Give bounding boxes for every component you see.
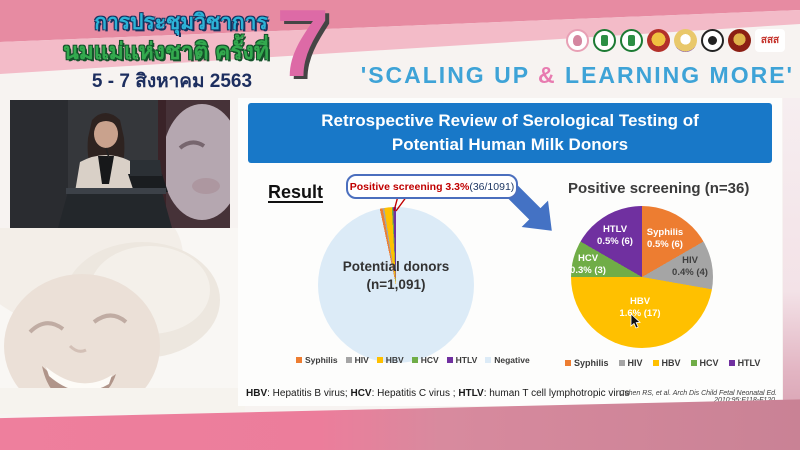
thai-health-promotion-logo: สสส	[755, 29, 785, 52]
slide-title-line2: Potential Human Milk Donors	[391, 135, 629, 154]
slide-title-line1: Retrospective Review of Serological Test…	[321, 111, 699, 131]
positive-screening-pie-title: Positive screening (n=36)	[568, 180, 750, 197]
footnote-abbr-hcv: HCV	[350, 388, 372, 399]
pie-label-hcv: HCV 0.3% (3)	[557, 253, 619, 278]
callout-detail: (36/1091)	[469, 180, 515, 193]
pie-label-hiv: HIV 0.4% (4)	[659, 255, 721, 280]
conference-dates: 5 - 7 สิงหาคม 2563	[91, 71, 253, 92]
legend-item: HTLV	[728, 358, 761, 368]
footnote-def-hcv: : Hepatitis C virus ;	[371, 388, 459, 399]
legend-swatch-hiv	[345, 357, 352, 363]
legend-swatch-hiv	[618, 360, 625, 366]
legend-positive-screening: Syphilis HIV HBV HCV HTLV	[565, 358, 760, 368]
sponsor-logo-row: สสส	[566, 29, 785, 52]
conference-title-line1: การประชุมวิชาการ	[94, 11, 268, 34]
legend-item: HTLV	[446, 355, 478, 365]
legend-swatch-negative	[485, 357, 492, 363]
legend-swatch-htlv	[446, 357, 453, 363]
footnote-abbr-hbv: HBV	[246, 388, 268, 399]
legend-swatch-syphilis	[565, 360, 571, 366]
result-heading: Result	[268, 182, 324, 202]
red-crest-emblem-icon	[728, 29, 751, 52]
pie-label-hiv-name: HIV	[682, 255, 698, 266]
legend-item: HIV	[618, 358, 643, 368]
legend-label-syphilis: Syphilis	[574, 358, 609, 368]
legend-swatch-hcv	[411, 357, 418, 363]
legend-swatch-syphilis	[296, 357, 302, 363]
legend-item: HBV	[652, 358, 681, 368]
pie-label-hiv-value: 0.4% (4)	[672, 267, 708, 279]
legend-item: HCV	[411, 355, 439, 365]
legend-label-hiv: HIV	[354, 355, 369, 365]
legend-label-htlv: HTLV	[737, 358, 761, 368]
legend-swatch-hcv	[690, 360, 697, 366]
legend-item: HCV	[690, 358, 719, 368]
potential-donors-label-line1: Potential donors	[342, 259, 450, 274]
tagline-post: LEARNING MORE'	[556, 62, 794, 88]
legend-label-hiv: HIV	[627, 358, 643, 368]
callout-highlight: Positive screening 3.3%	[349, 180, 470, 193]
legend-label-syphilis: Syphilis	[305, 355, 338, 365]
legend-label-hcv: HCV	[699, 358, 719, 368]
legend-label-hbv: HBV	[385, 355, 404, 365]
backdrop-right-strip	[783, 98, 800, 450]
legend-label-htlv: HTLV	[455, 355, 478, 365]
mother-child-foundation-logo-icon	[566, 29, 589, 52]
blue-arrow-icon	[506, 185, 552, 231]
pie-label-hbv: HBV 1.6% (17)	[609, 296, 671, 321]
pie-label-hcv-name: HCV	[577, 253, 599, 264]
university-crown-emblem-icon	[674, 29, 697, 52]
child-face-illustration	[0, 184, 245, 418]
abbreviation-footnote: HBV: Hepatitis B virus; HCV: Hepatitis C…	[246, 388, 630, 399]
legend-item: HIV	[345, 355, 369, 365]
pie-label-htlv-value: 0.5% (6)	[597, 236, 633, 248]
mouse-cursor-icon	[630, 314, 641, 329]
royal-college-emblem-icon	[647, 29, 670, 52]
slide-title-banner: Retrospective Review of Serological Test…	[248, 103, 772, 163]
pie-label-hcv-value: 0.3% (3)	[570, 265, 606, 277]
pie-label-htlv: HTLV 0.5% (6)	[584, 224, 646, 249]
pediatric-society-emblem-icon	[701, 29, 724, 52]
legend-label-negative: Negative	[494, 355, 530, 365]
edition-number: 7	[276, 0, 330, 97]
legend-item: HBV	[376, 355, 404, 365]
pie-label-hbv-name: HBV	[629, 296, 651, 307]
speaker-video-inset	[10, 100, 242, 228]
legend-label-hcv: HCV	[420, 355, 439, 365]
potential-donors-label: Potential donors (n=1,091)	[318, 258, 474, 293]
pie-label-hbv-value: 1.6% (17)	[619, 308, 661, 320]
legend-swatch-htlv	[728, 360, 735, 366]
reference-citation: Cohen RS, et al. Arch Dis Child Fetal Ne…	[619, 390, 777, 404]
pie-label-htlv-name: HTLV	[602, 224, 628, 235]
legend-swatch-hbv	[652, 360, 659, 366]
conference-title-line2: นมแม่แห่งชาติ ครั้งที่	[62, 38, 270, 64]
footnote-def-htlv: : human T cell lymphotropic virus	[483, 388, 630, 399]
pie-label-syphilis-value: 0.5% (6)	[647, 239, 683, 251]
legend-label-hbv: HBV	[661, 358, 681, 368]
conference-header-banner: การประชุมวิชาการ นมแม่แห่งชาติ ครั้งที่ …	[0, 0, 800, 100]
presentation-slide: Retrospective Review of Serological Test…	[238, 98, 782, 406]
legend-item: Negative	[485, 355, 530, 365]
legend-item: Syphilis	[296, 355, 338, 365]
medical-association-logo-icon	[593, 29, 616, 52]
legend-swatch-hbv	[376, 357, 383, 363]
footnote-abbr-htlv: HTLV	[458, 388, 484, 399]
pie-label-syphilis-name: Syphilis	[646, 227, 684, 238]
tagline-pre: 'SCALING UP	[360, 62, 539, 88]
legend-item: Syphilis	[565, 358, 609, 368]
health-department-logo-icon	[620, 29, 643, 52]
positive-screening-callout: Positive screening 3.3% (36/1091)	[346, 174, 518, 199]
legend-potential-donors: Syphilis HIV HBV HCV HTLV Negative	[296, 355, 530, 365]
footnote-def-hbv: : Hepatitis B virus;	[267, 388, 351, 399]
pie-label-syphilis: Syphilis 0.5% (6)	[634, 227, 696, 252]
tagline-ampersand: &	[538, 62, 557, 88]
positive-screening-pie-chart	[571, 206, 713, 348]
speaker-at-podium-illustration	[10, 100, 242, 228]
potential-donors-pie-chart	[318, 207, 474, 363]
potential-donors-label-line2: (n=1,091)	[366, 276, 426, 292]
conference-tagline: 'SCALING UP & LEARNING MORE'	[294, 62, 794, 89]
child-photo-backdrop	[0, 184, 245, 418]
